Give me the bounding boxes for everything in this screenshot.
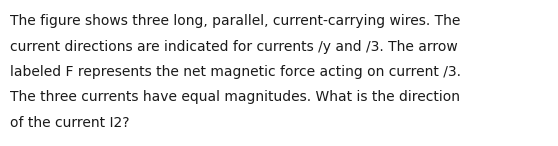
Text: The figure shows three long, parallel, current-carrying wires. The: The figure shows three long, parallel, c… bbox=[10, 14, 460, 28]
Text: of the current I2?: of the current I2? bbox=[10, 116, 129, 130]
Text: current directions are indicated for currents /y and /3. The arrow: current directions are indicated for cur… bbox=[10, 40, 458, 53]
Text: The three currents have equal magnitudes. What is the direction: The three currents have equal magnitudes… bbox=[10, 91, 460, 105]
Text: labeled F represents the net magnetic force acting on current /3.: labeled F represents the net magnetic fo… bbox=[10, 65, 461, 79]
